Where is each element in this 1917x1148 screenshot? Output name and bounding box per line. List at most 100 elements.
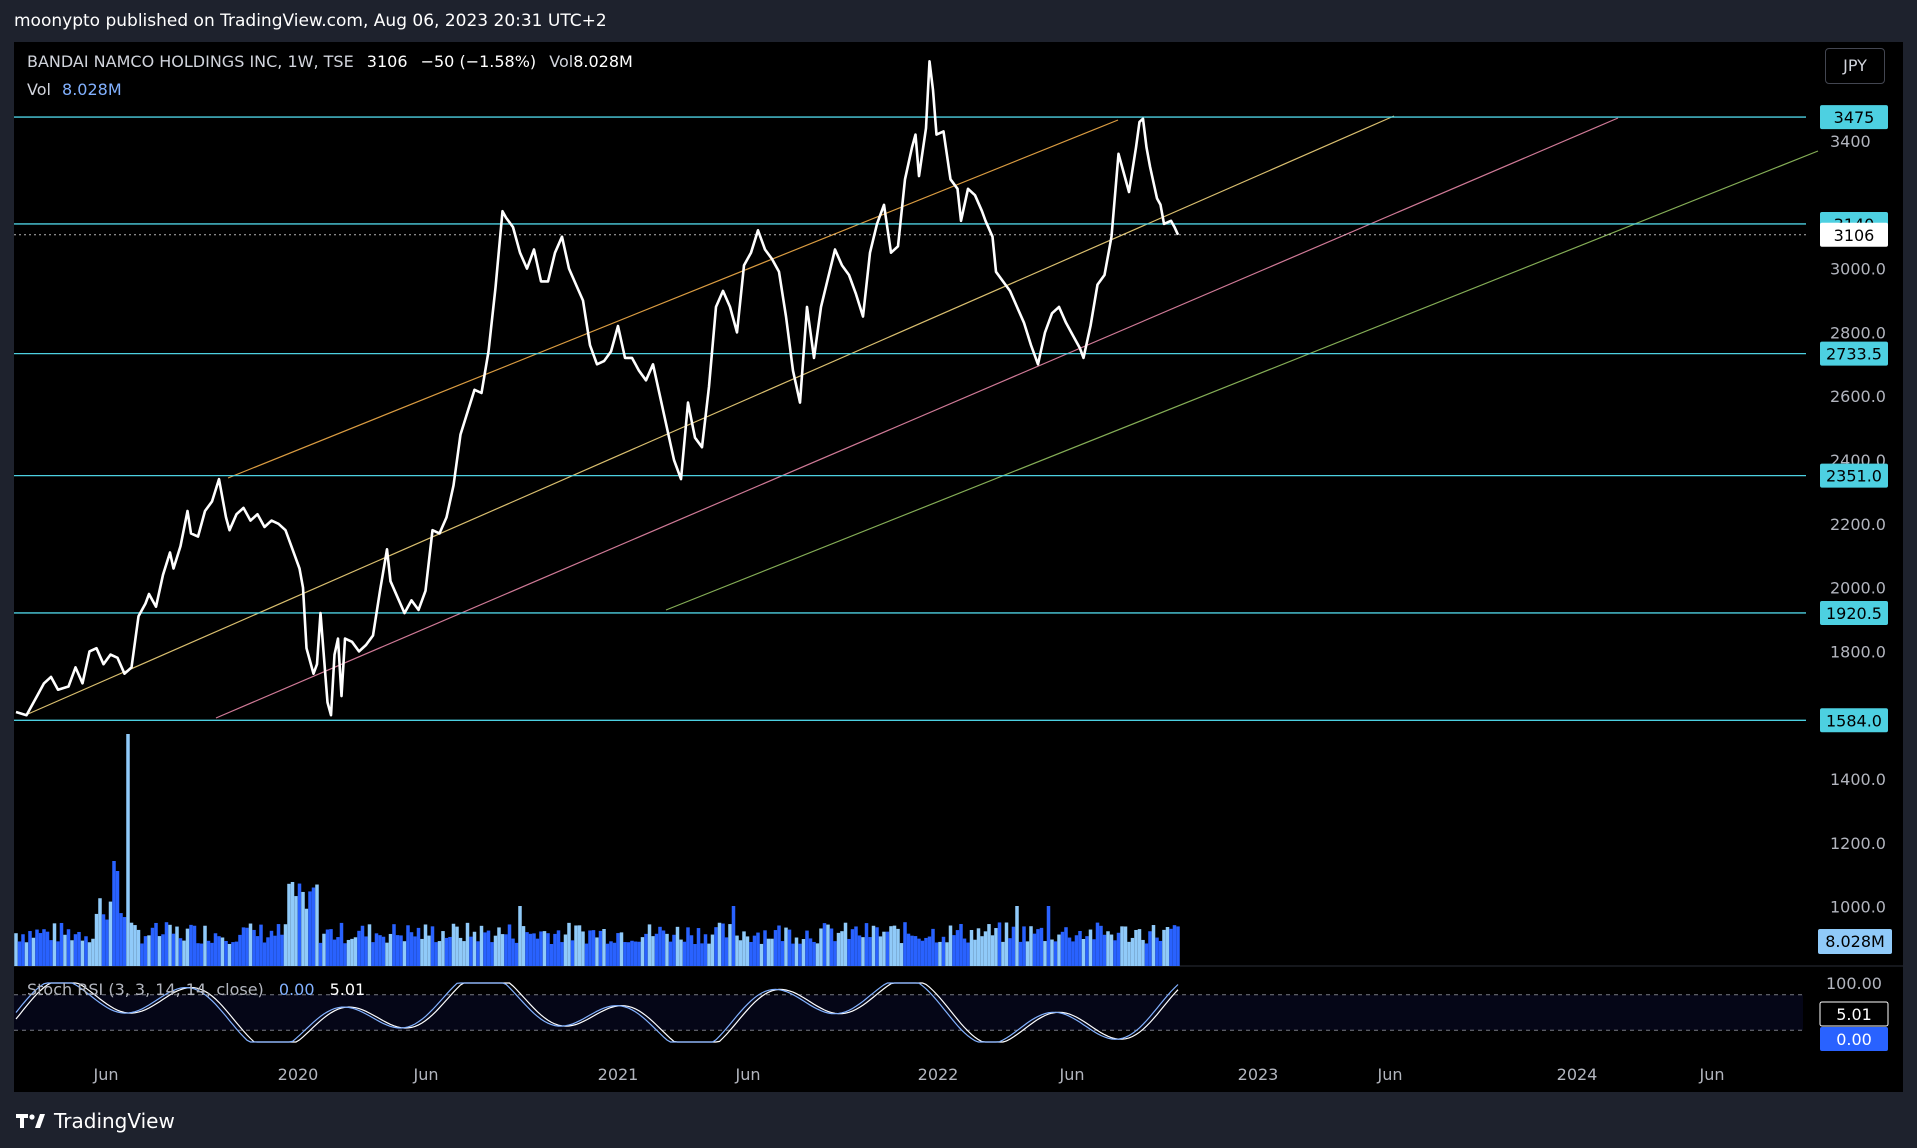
volume-bar (290, 881, 295, 966)
volume-bar (392, 924, 396, 966)
volume-bar (493, 935, 498, 966)
stoch-rsi-k-line (15, 982, 1179, 1043)
volume-bar (616, 933, 620, 966)
volume-bar (878, 936, 883, 966)
volume-bar (31, 937, 36, 966)
volume-bar (399, 935, 403, 966)
volume-bar (378, 935, 382, 966)
volume-bar (140, 943, 144, 966)
stoch-rsi-k: 0.00 (278, 980, 315, 999)
volume-bar (710, 934, 715, 966)
volume-bar (1032, 933, 1037, 966)
volume-bar (1001, 941, 1005, 966)
volume-bar (903, 922, 907, 966)
volume-bar (1029, 926, 1033, 966)
rsi-value-box: 0.00 (1820, 1027, 1888, 1051)
price-label-box: 2351.0 (1820, 463, 1888, 488)
volume-bar (773, 930, 778, 966)
volume-bar (1018, 941, 1023, 966)
volume-bar (1081, 938, 1086, 966)
volume-bar (486, 930, 491, 966)
volume-bar (763, 930, 767, 966)
volume-bar (35, 929, 39, 966)
volume-bar (259, 924, 263, 966)
volume-bar (119, 913, 123, 966)
volume-bar (735, 935, 739, 966)
volume-bar (395, 935, 400, 966)
channel-layer (27, 115, 1819, 719)
volume-bar (367, 924, 372, 966)
volume-bar (920, 940, 925, 966)
volume-bar (161, 934, 165, 966)
volume-bar (1043, 941, 1047, 966)
volume-bar (619, 932, 624, 966)
volume-bar (353, 937, 358, 966)
volume-bar (707, 943, 711, 966)
volume-label-bg (1818, 929, 1892, 954)
volume-bar (875, 927, 879, 966)
volume-bar (94, 913, 99, 966)
currency-button[interactable]: JPY (1825, 48, 1885, 84)
volume-bar (1057, 934, 1061, 966)
volume-bar (850, 929, 855, 966)
tradingview-logo-icon (16, 1114, 45, 1128)
volume-bar (504, 934, 508, 966)
volume-bar (70, 940, 74, 966)
volume-bar (826, 924, 830, 966)
volume-bar (325, 929, 330, 966)
volume-bar (752, 935, 757, 966)
volume-bar (189, 924, 193, 966)
volume-bar (182, 940, 186, 966)
volume-bar (948, 925, 953, 966)
volume-bar (339, 922, 344, 966)
volume-bar (577, 925, 582, 966)
volume-bar (185, 928, 190, 966)
x-tick-label: Jun (93, 1065, 119, 1084)
volume-bar (1022, 926, 1026, 966)
last-price: 3106 (366, 52, 408, 71)
volume-bar (1053, 941, 1058, 966)
volume-bar (59, 922, 64, 966)
volume-bar (224, 940, 228, 966)
volume-bar (266, 937, 270, 966)
volume-bar (210, 942, 214, 966)
volume-bar (423, 924, 428, 966)
volume-bar (304, 908, 309, 966)
volume-bar (556, 930, 561, 966)
volume-bar (959, 923, 963, 966)
volume-bar (238, 934, 242, 966)
symbol-name: BANDAI NAMCO HOLDINGS INC, 1W, TSE (27, 52, 354, 71)
volume-bar (112, 861, 116, 966)
volume-bar (171, 933, 176, 966)
y-axis: 34003000.02800.02600.02400.02200.02000.0… (1830, 132, 1886, 917)
volume-bar (987, 924, 991, 966)
volume-bar (1169, 928, 1173, 966)
volume-bar (896, 928, 900, 966)
volume-bar (217, 936, 221, 966)
volume-bar (623, 942, 627, 966)
publisher-header: moonypto published on TradingView.com, A… (0, 0, 1917, 42)
volume-bar (539, 931, 543, 966)
volume-bar (630, 940, 634, 966)
volume-bar (66, 929, 71, 966)
volume-bar (955, 930, 960, 966)
volume-bar (437, 941, 442, 966)
chart-canvas[interactable] (14, 42, 1903, 1092)
volume-bar (567, 922, 571, 966)
x-tick-label: Jun (735, 1065, 761, 1084)
volume-bar (882, 931, 886, 966)
stoch-rsi-legend: Stoch RSI (3, 3, 14, 14, close) 0.00 5.0… (27, 980, 365, 999)
price-change: −50 (−1.58%) (420, 52, 537, 71)
volume-bar (42, 929, 46, 966)
price-label-text: 3106 (1834, 226, 1875, 245)
volume-bar (675, 926, 680, 966)
volume-bar (507, 924, 512, 966)
volume-bar (231, 942, 235, 966)
volume-bar (280, 934, 284, 966)
volume-bar (651, 936, 655, 966)
volume-bar (924, 937, 928, 966)
volume-bar (1060, 931, 1065, 966)
tradingview-logo[interactable]: TradingView (16, 1106, 175, 1136)
volume-bar (892, 925, 897, 966)
